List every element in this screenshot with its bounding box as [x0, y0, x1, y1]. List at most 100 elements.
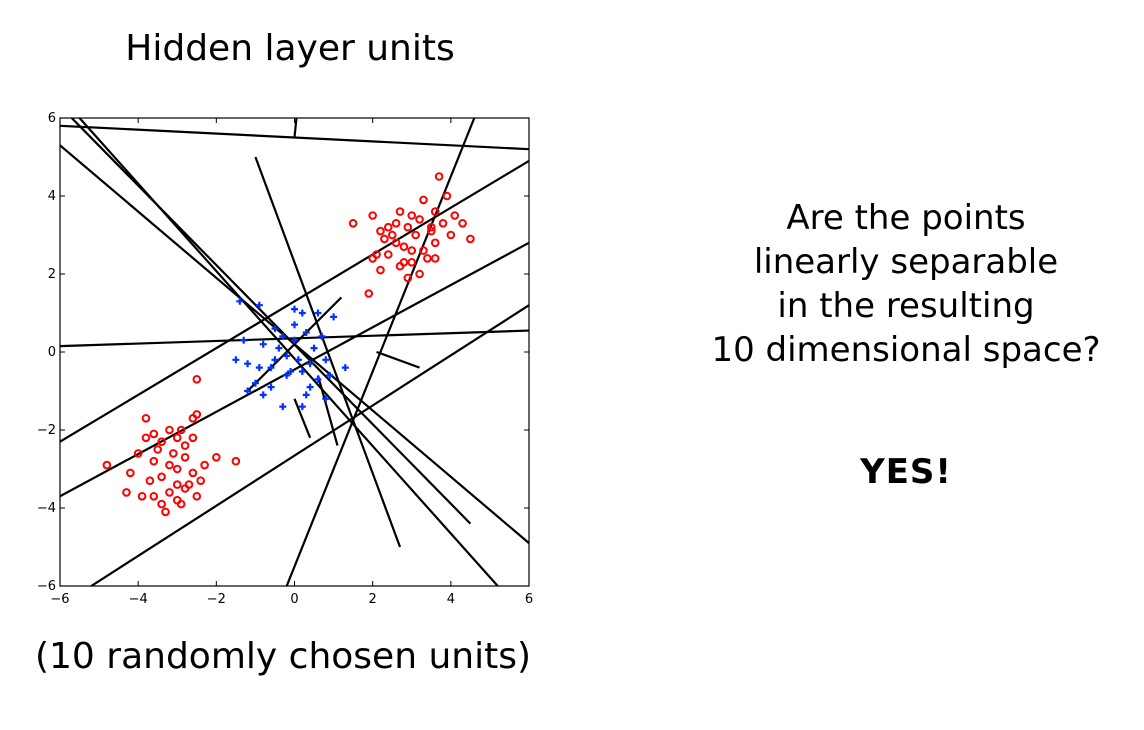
question-line: in the resulting — [777, 286, 1035, 326]
red-point — [458, 219, 467, 228]
red-point — [133, 449, 143, 458]
y-tick-label: 6 — [48, 111, 56, 126]
red-point — [196, 476, 205, 486]
red-point — [372, 250, 381, 259]
blue-point — [341, 364, 349, 372]
hidden-unit-line — [376, 350, 420, 369]
red-point — [415, 215, 424, 224]
blue-point — [259, 340, 267, 348]
hidden-unit-line — [90, 304, 529, 586]
red-point — [407, 246, 417, 255]
red-point — [403, 273, 413, 283]
blue-point — [287, 368, 295, 375]
red-point — [415, 269, 424, 279]
x-tick-label: −6 — [50, 592, 69, 607]
red-point — [157, 437, 166, 447]
blue-point — [244, 360, 252, 368]
scatter-plot: −6 −4 −2 0 2 4 6 −6 −4 −2 0 2 4 6 — [37, 111, 533, 607]
red-point — [426, 222, 436, 232]
red-point — [399, 242, 409, 251]
red-point — [180, 453, 190, 462]
blue-point — [298, 403, 306, 411]
red-point — [411, 230, 420, 240]
blue-point — [322, 395, 330, 403]
red-point — [188, 433, 198, 443]
blue-point — [298, 309, 306, 317]
red-point — [364, 289, 374, 298]
red-point — [180, 441, 190, 450]
red-point — [188, 414, 198, 423]
y-tick-label: −4 — [37, 501, 56, 516]
y-tick-label: 2 — [48, 267, 56, 282]
slide-title: Hidden layer units — [125, 28, 455, 69]
red-point — [376, 265, 385, 275]
red-point — [192, 375, 202, 384]
red-point — [384, 222, 393, 232]
red-point — [169, 449, 178, 458]
blue-point — [306, 360, 314, 368]
blue-point — [255, 301, 263, 309]
question-line: 10 dimensional space? — [711, 330, 1101, 370]
red-point — [423, 254, 432, 263]
red-point — [153, 445, 163, 454]
red-point — [407, 211, 417, 220]
red-point — [126, 468, 135, 478]
red-point — [434, 172, 444, 181]
blue-point — [302, 391, 310, 399]
red-point — [192, 492, 202, 501]
red-point — [391, 219, 401, 228]
red-point — [172, 433, 182, 443]
red-point — [430, 207, 440, 216]
x-tick-label: 6 — [525, 592, 533, 607]
blue-point — [283, 352, 291, 360]
red-point — [466, 234, 475, 244]
blue-point — [291, 321, 298, 329]
x-tick-label: 0 — [290, 592, 298, 607]
red-point — [165, 425, 174, 435]
blue-point — [251, 379, 259, 387]
blue-point — [240, 336, 248, 344]
hidden-unit-line — [293, 398, 312, 439]
red-point — [419, 246, 428, 255]
red-point — [141, 433, 151, 443]
blue-point — [275, 344, 283, 352]
red-point — [157, 472, 166, 482]
blue-point — [330, 313, 338, 321]
blue-point — [271, 356, 279, 364]
red-point — [149, 456, 159, 466]
red-point — [368, 211, 377, 220]
red-point — [165, 460, 174, 470]
question-text: Are the points linearly separable in the… — [676, 196, 1136, 372]
x-tick-label: 2 — [369, 592, 377, 607]
question-line: linearly separable — [753, 242, 1059, 282]
hidden-unit-line — [78, 118, 499, 586]
plot-caption: (10 randomly chosen units) — [34, 636, 532, 677]
blue-point — [298, 368, 306, 375]
y-tick-label: 0 — [48, 345, 56, 360]
red-point — [387, 230, 397, 240]
red-point — [426, 226, 436, 236]
red-point — [438, 219, 448, 228]
red-point — [161, 507, 170, 517]
hidden-unit-line — [60, 159, 529, 443]
blue-point — [314, 309, 322, 317]
red-point — [380, 234, 389, 244]
blue-point — [244, 387, 252, 395]
hidden-unit-line — [60, 241, 529, 498]
blue-point — [279, 403, 287, 411]
red-point — [419, 195, 428, 205]
hidden-unit-line — [316, 375, 339, 446]
y-tick-label: 4 — [48, 189, 56, 204]
blue-point — [236, 297, 244, 305]
plot-frame — [59, 117, 530, 587]
blue-point — [291, 305, 298, 313]
red-point — [176, 499, 186, 509]
blue-point — [294, 356, 302, 364]
red-point — [176, 425, 186, 435]
red-point — [122, 488, 131, 497]
red-point — [430, 238, 440, 248]
red-point — [395, 261, 405, 271]
y-tick-label: −2 — [37, 423, 56, 438]
red-point — [348, 219, 358, 228]
blue-point — [322, 356, 330, 364]
